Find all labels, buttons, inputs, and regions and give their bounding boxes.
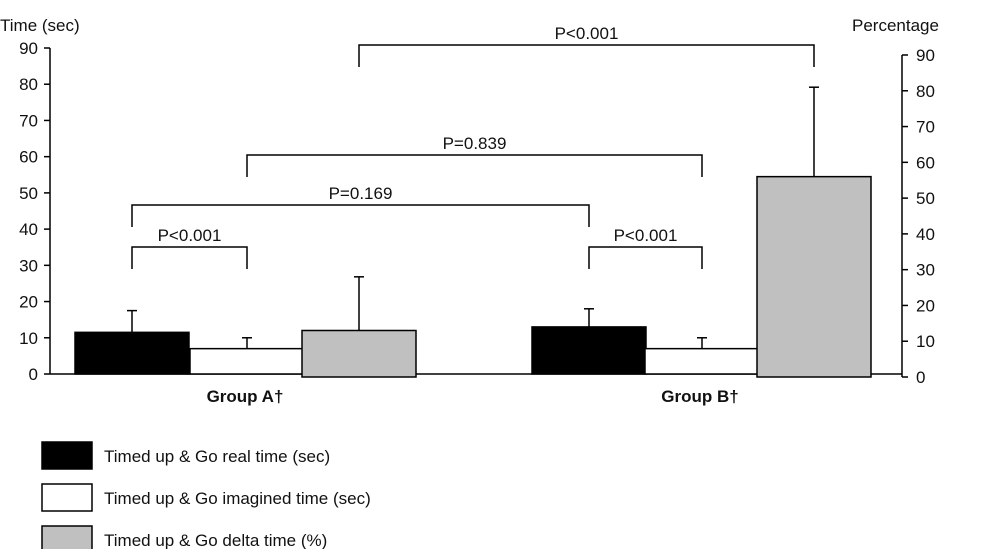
y-left-tick-label-6: 60	[19, 148, 38, 167]
bars	[74, 175, 872, 378]
bar-g2-s3	[756, 175, 872, 378]
y-right-tick-label-8: 80	[916, 82, 935, 101]
bracket-label-4: P<0.001	[614, 226, 678, 245]
bracket-label-2: P=0.169	[329, 184, 393, 203]
bracket-4	[588, 246, 703, 269]
bracket-2	[131, 204, 590, 227]
legend-swatch-3	[41, 525, 93, 549]
legend-label-1: Timed up & Go real time (sec)	[104, 447, 330, 466]
y-left-tick-label-4: 40	[19, 220, 38, 239]
y-right-tick-label-7: 70	[916, 118, 935, 137]
bar-g1-s2	[189, 347, 305, 375]
bracket-label-3: P=0.839	[443, 134, 507, 153]
y-right-tick-label-3: 30	[916, 261, 935, 280]
bracket-label-5: P<0.001	[555, 24, 619, 43]
y-left-tick-label-9: 90	[19, 39, 38, 58]
y-right-tick-label-0: 0	[916, 368, 925, 387]
y-left-tick-label-1: 10	[19, 329, 38, 348]
y-right-tick-label-9: 90	[916, 46, 935, 65]
y-left-tick-label-8: 80	[19, 75, 38, 94]
y-right-tick-label-5: 50	[916, 189, 935, 208]
error-bars	[127, 86, 819, 349]
y-left-tick-label-7: 70	[19, 111, 38, 130]
bar-g1-s3	[301, 329, 417, 378]
bracket-label-1: P<0.001	[158, 226, 222, 245]
bar-g1-s1	[74, 331, 190, 375]
bar-g2-s1	[531, 326, 647, 375]
y-left-tick-label-5: 50	[19, 184, 38, 203]
y-right-tick-label-4: 40	[916, 225, 935, 244]
y-right-tick-label-2: 20	[916, 296, 935, 315]
y-right-tick-label-6: 60	[916, 153, 935, 172]
y-axis-right-ticks: 0 10 20 30 40 50 60 70 80 90	[902, 46, 935, 387]
bracket-1	[131, 246, 248, 269]
y-axis-left-title: Time (sec)	[0, 16, 80, 35]
legend-label-3: Timed up & Go delta time (%)	[104, 531, 327, 549]
legend: Timed up & Go real time (sec) Timed up & …	[41, 441, 371, 549]
bar-g2-s2	[644, 347, 760, 375]
significance-brackets: P<0.001 P=0.169 P=0.839 P<0.001 P<0.001	[131, 24, 815, 269]
legend-swatch-1	[41, 441, 93, 470]
group-label-a: Group A†	[207, 387, 284, 406]
y-axis-left-ticks: 0 10 20 30 40 50 60 70 80 90	[19, 39, 50, 384]
y-right-tick-label-1: 10	[916, 332, 935, 351]
y-left-tick-label-3: 30	[19, 256, 38, 275]
y-left-tick-label-2: 20	[19, 293, 38, 312]
bracket-5	[358, 44, 815, 67]
legend-label-2: Timed up & Go imagined time (sec)	[104, 489, 371, 508]
y-left-tick-label-0: 0	[29, 365, 38, 384]
bracket-3	[246, 154, 703, 177]
group-label-b: Group B†	[661, 387, 738, 406]
legend-swatch-2	[41, 483, 93, 512]
y-axis-right-title: Percentage	[852, 16, 939, 35]
